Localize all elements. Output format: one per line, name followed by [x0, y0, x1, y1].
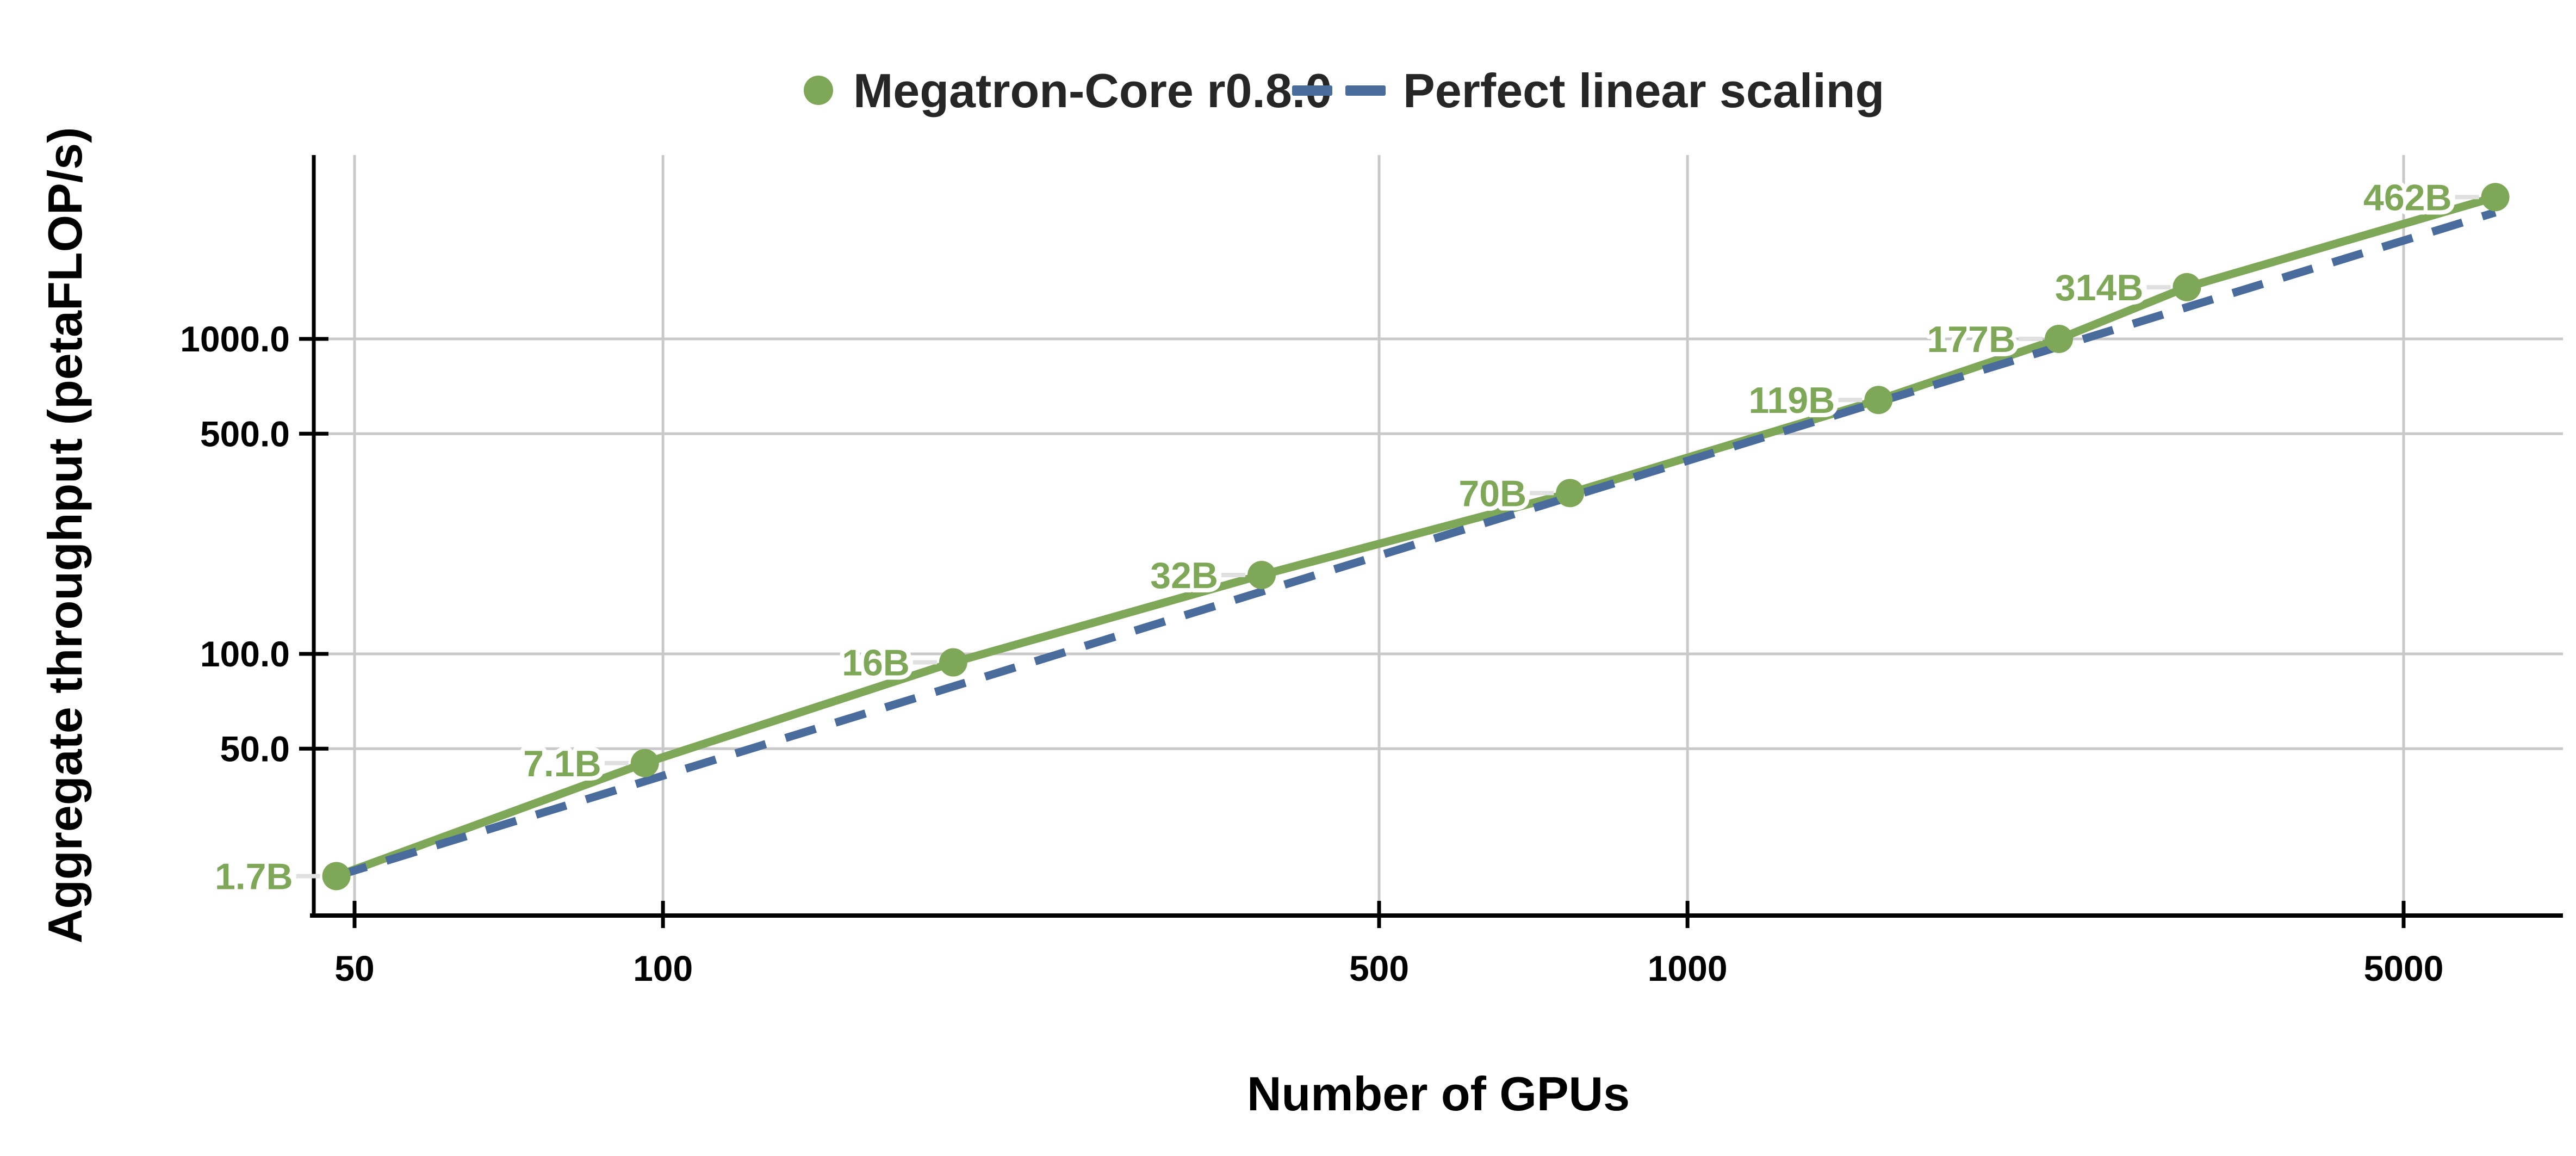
y-tick-label: 500.0 — [200, 413, 290, 454]
data-point-label: 7.1B — [523, 743, 601, 784]
y-axis-title: Aggregate throughput (petaFLOP/s) — [38, 127, 92, 944]
data-point-label: 177B — [1927, 319, 2015, 360]
axis-layer: 50 100 500 1000 5000 1000.0 500.0 100.0 50.0 — [180, 155, 2563, 988]
x-tick-label: 100 — [633, 948, 693, 988]
legend: Megatron-Core r0.8.0 Perfect linear scal… — [804, 64, 1884, 118]
data-point-marker — [2045, 325, 2074, 353]
data-point-marker — [939, 648, 967, 677]
data-point-label: 1.7B — [215, 856, 293, 898]
x-tick-label: 50 — [334, 948, 374, 988]
data-point-label: 32B — [1150, 555, 1218, 596]
y-tick-label: 50.0 — [220, 728, 290, 769]
data-point-label: 314B — [2055, 267, 2144, 308]
data-point-marker — [1864, 386, 1893, 415]
data-point-marker — [322, 862, 351, 891]
x-axis-title: Number of GPUs — [1247, 1067, 1630, 1121]
data-point-marker — [2481, 183, 2510, 212]
x-tick-label: 1000 — [1648, 948, 1728, 988]
data-point-marker — [2172, 273, 2201, 301]
data-point-marker — [630, 749, 659, 777]
grid-layer — [314, 155, 2563, 916]
legend-marker-dot-icon — [804, 76, 833, 105]
x-tick-label: 5000 — [2364, 948, 2444, 988]
x-tick-label: 500 — [1349, 948, 1409, 988]
y-tick-label: 1000.0 — [180, 319, 290, 359]
series-perfect-line — [335, 208, 2497, 880]
legend-label-megatron: Megatron-Core r0.8.0 — [853, 64, 1332, 118]
label-layer: 1.7B 7.1B 16B 32B 70B 119B 177B 314B 462B — [210, 172, 2479, 902]
legend-dash-icon — [1292, 85, 1386, 96]
data-point-marker — [1556, 479, 1585, 508]
data-point-label: 462B — [2363, 177, 2452, 218]
data-point-label: 70B — [1458, 473, 1526, 514]
data-point-marker — [1247, 561, 1276, 590]
data-point-label: 16B — [842, 642, 910, 684]
data-point-label: 119B — [1748, 380, 1835, 421]
y-tick-label: 100.0 — [200, 634, 290, 674]
legend-label-perfect: Perfect linear scaling — [1403, 64, 1884, 118]
series-layer — [322, 183, 2510, 891]
